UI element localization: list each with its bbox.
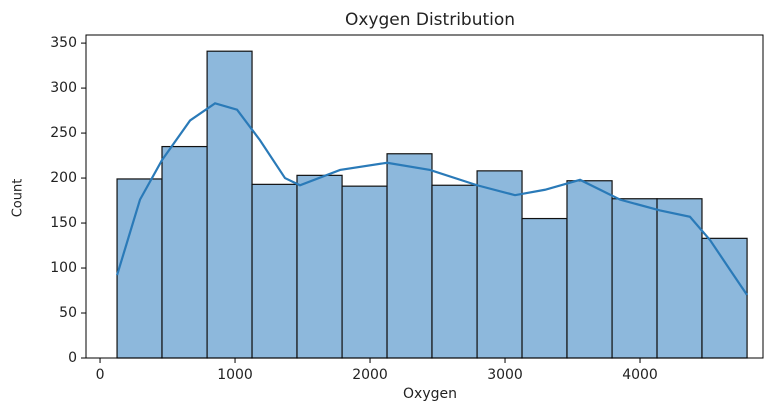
bar <box>431 184 478 359</box>
bar <box>341 185 388 359</box>
y-tick-label: 350 <box>50 35 77 51</box>
x-tick-label: 4000 <box>622 367 658 383</box>
bar <box>296 174 343 359</box>
bar <box>611 198 658 359</box>
bar <box>566 180 613 359</box>
chart-title: Oxygen Distribution <box>345 10 515 30</box>
bar <box>206 50 253 359</box>
x-axis-label: Oxygen <box>403 386 457 402</box>
bar <box>656 198 703 359</box>
y-tick-label: 300 <box>50 80 77 96</box>
bar <box>116 178 163 359</box>
x-tick-label: 0 <box>96 367 105 383</box>
y-tick-label: 200 <box>50 170 77 186</box>
y-tick-label: 0 <box>68 350 77 366</box>
x-tick-label: 1000 <box>217 367 253 383</box>
bar <box>476 170 523 359</box>
bar <box>161 145 208 359</box>
y-tick-label: 100 <box>50 260 77 276</box>
bar <box>386 153 433 359</box>
kde-line <box>115 102 748 296</box>
bar <box>251 183 298 359</box>
bar <box>701 237 748 359</box>
y-tick-label: 150 <box>50 215 77 231</box>
y-axis-label: Count <box>11 179 26 218</box>
bar <box>521 217 568 359</box>
plot-frame <box>85 34 764 359</box>
y-tick-label: 250 <box>50 125 77 141</box>
x-tick-label: 2000 <box>352 367 388 383</box>
y-tick-label: 50 <box>59 305 77 321</box>
x-tick-label: 3000 <box>487 367 523 383</box>
